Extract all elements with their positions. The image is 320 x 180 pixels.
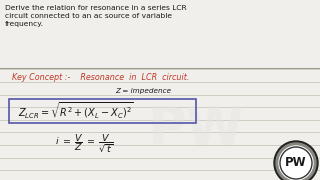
Circle shape xyxy=(276,143,316,180)
Text: Derive the relation for resonance in a series LCR
circuit connected to an ac sou: Derive the relation for resonance in a s… xyxy=(5,5,187,27)
Text: Key Concept :-    Resonance  in  LCR  circuit.: Key Concept :- Resonance in LCR circuit. xyxy=(12,73,189,82)
Text: Z = impedence: Z = impedence xyxy=(115,88,171,94)
Circle shape xyxy=(274,141,318,180)
Circle shape xyxy=(279,146,313,180)
Text: PW: PW xyxy=(285,156,307,168)
Text: $i\;=\;\dfrac{V}{Z}\;=\;\dfrac{V}{\sqrt{t}}$: $i\;=\;\dfrac{V}{Z}\;=\;\dfrac{V}{\sqrt{… xyxy=(55,132,113,154)
Text: $Z_{LCR}=\sqrt{R^2+(X_L-X_C)^2}$: $Z_{LCR}=\sqrt{R^2+(X_L-X_C)^2}$ xyxy=(18,101,134,121)
Text: PW: PW xyxy=(147,104,244,156)
